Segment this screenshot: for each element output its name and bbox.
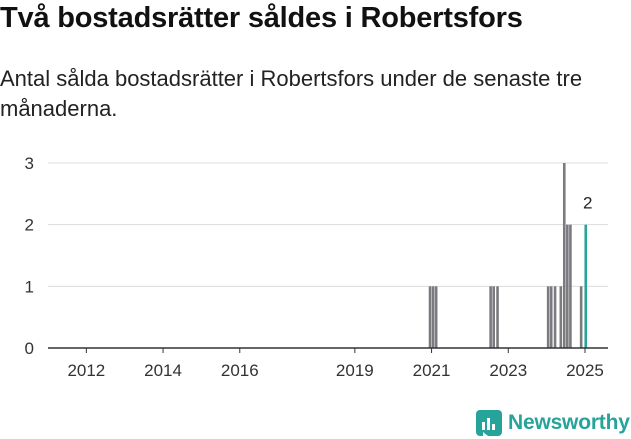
x-tick-label: 2016	[221, 361, 259, 380]
newsworthy-logo: Newsworthy	[476, 408, 630, 438]
bar	[489, 286, 492, 348]
chart-subtitle: Antal sålda bostadsrätter i Robertsfors …	[0, 66, 583, 121]
data-label: 2	[583, 194, 592, 213]
bar	[584, 224, 588, 348]
bar	[549, 286, 553, 348]
bar	[492, 286, 495, 348]
bar	[546, 286, 550, 348]
bar	[579, 286, 583, 348]
bar	[562, 163, 566, 348]
y-tick-label: 3	[25, 154, 34, 173]
chart-title: Två bostadsrätter såldes i Robertsfors	[0, 2, 523, 34]
x-tick-label: 2014	[144, 361, 182, 380]
newsworthy-logo-icon	[476, 410, 502, 436]
newsworthy-logo-text: Newsworthy	[508, 411, 630, 434]
y-tick-label: 2	[25, 216, 34, 235]
bar	[434, 286, 438, 348]
bar	[559, 286, 563, 348]
bar	[553, 286, 557, 348]
x-tick-label: 2021	[413, 361, 451, 380]
x-tick-label: 2023	[489, 361, 527, 380]
x-tick-label: 2019	[336, 361, 374, 380]
bar	[496, 286, 499, 348]
y-tick-label: 0	[25, 339, 34, 358]
x-tick-label: 2012	[67, 361, 105, 380]
bar	[566, 224, 569, 348]
x-tick-label: 2025	[566, 361, 604, 380]
bar	[569, 224, 572, 348]
bar	[428, 286, 432, 348]
y-tick-label: 1	[25, 277, 34, 296]
bar-chart: 0 1 2 3 2 2012 2014 2016 2019 2021 2023 2025	[25, 154, 608, 380]
bar	[431, 286, 435, 348]
